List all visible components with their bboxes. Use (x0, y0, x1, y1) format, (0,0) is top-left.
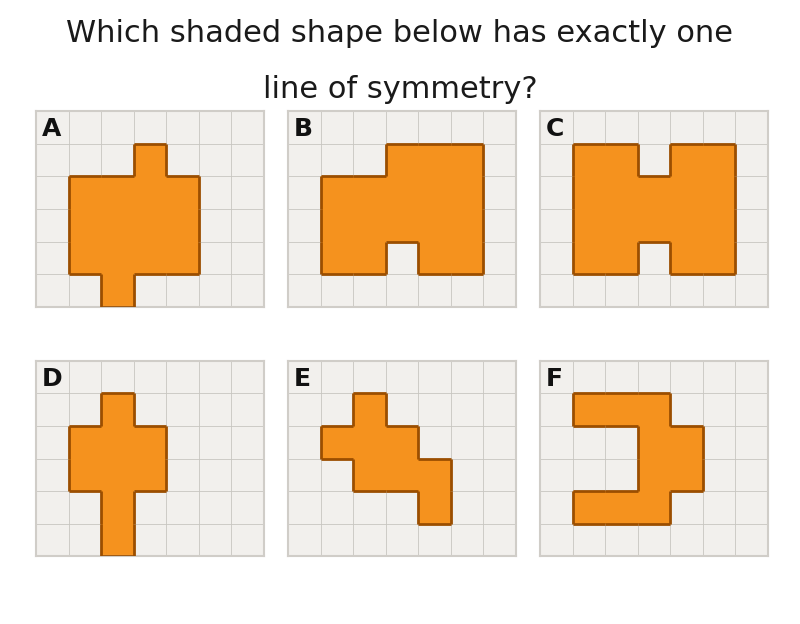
Text: line of symmetry?: line of symmetry? (262, 75, 538, 104)
Bar (321, 241, 353, 274)
Bar (134, 241, 166, 274)
Bar (353, 426, 386, 459)
Text: E: E (294, 367, 311, 391)
Bar (605, 491, 638, 524)
Bar (418, 209, 451, 241)
Bar (353, 241, 386, 274)
Bar (638, 491, 670, 524)
Bar (134, 144, 166, 177)
Bar (101, 209, 134, 241)
Text: F: F (546, 367, 563, 391)
Bar (670, 459, 703, 491)
Bar (418, 144, 451, 177)
Bar (451, 241, 483, 274)
Bar (605, 241, 638, 274)
Bar (670, 144, 703, 177)
Bar (386, 177, 418, 209)
Bar (451, 144, 483, 177)
Bar (573, 144, 605, 177)
Bar (605, 177, 638, 209)
Bar (69, 426, 101, 459)
Bar (573, 394, 605, 426)
Bar (573, 177, 605, 209)
Text: C: C (546, 117, 564, 141)
Bar (321, 177, 353, 209)
Bar (69, 241, 101, 274)
Bar (703, 209, 735, 241)
Bar (638, 394, 670, 426)
Bar (101, 491, 134, 524)
Bar (353, 177, 386, 209)
Bar (101, 241, 134, 274)
Bar (605, 144, 638, 177)
Bar (166, 241, 199, 274)
Bar (573, 491, 605, 524)
Text: B: B (294, 117, 313, 141)
Bar (451, 177, 483, 209)
Bar (101, 274, 134, 307)
Bar (451, 209, 483, 241)
Bar (386, 459, 418, 491)
Bar (69, 209, 101, 241)
Bar (353, 209, 386, 241)
Bar (605, 394, 638, 426)
Bar (573, 209, 605, 241)
Bar (703, 144, 735, 177)
Bar (69, 459, 101, 491)
Bar (353, 394, 386, 426)
Text: Which shaded shape below has exactly one: Which shaded shape below has exactly one (66, 19, 734, 47)
Bar (573, 241, 605, 274)
Bar (134, 459, 166, 491)
Bar (101, 524, 134, 557)
Bar (166, 177, 199, 209)
Bar (166, 209, 199, 241)
Bar (638, 209, 670, 241)
Bar (418, 491, 451, 524)
Bar (418, 459, 451, 491)
Bar (670, 177, 703, 209)
Bar (353, 459, 386, 491)
Bar (418, 177, 451, 209)
Bar (101, 177, 134, 209)
Bar (134, 426, 166, 459)
Bar (703, 241, 735, 274)
Bar (386, 144, 418, 177)
Text: A: A (42, 117, 62, 141)
Bar (321, 426, 353, 459)
Bar (670, 241, 703, 274)
Bar (134, 209, 166, 241)
Bar (670, 209, 703, 241)
Bar (418, 241, 451, 274)
Bar (638, 177, 670, 209)
Bar (386, 426, 418, 459)
Bar (605, 209, 638, 241)
Bar (134, 177, 166, 209)
Bar (101, 459, 134, 491)
Bar (69, 177, 101, 209)
Bar (638, 459, 670, 491)
Bar (101, 394, 134, 426)
Bar (386, 209, 418, 241)
Text: D: D (42, 367, 62, 391)
Bar (670, 426, 703, 459)
Bar (321, 209, 353, 241)
Bar (703, 177, 735, 209)
Bar (638, 426, 670, 459)
Bar (101, 426, 134, 459)
